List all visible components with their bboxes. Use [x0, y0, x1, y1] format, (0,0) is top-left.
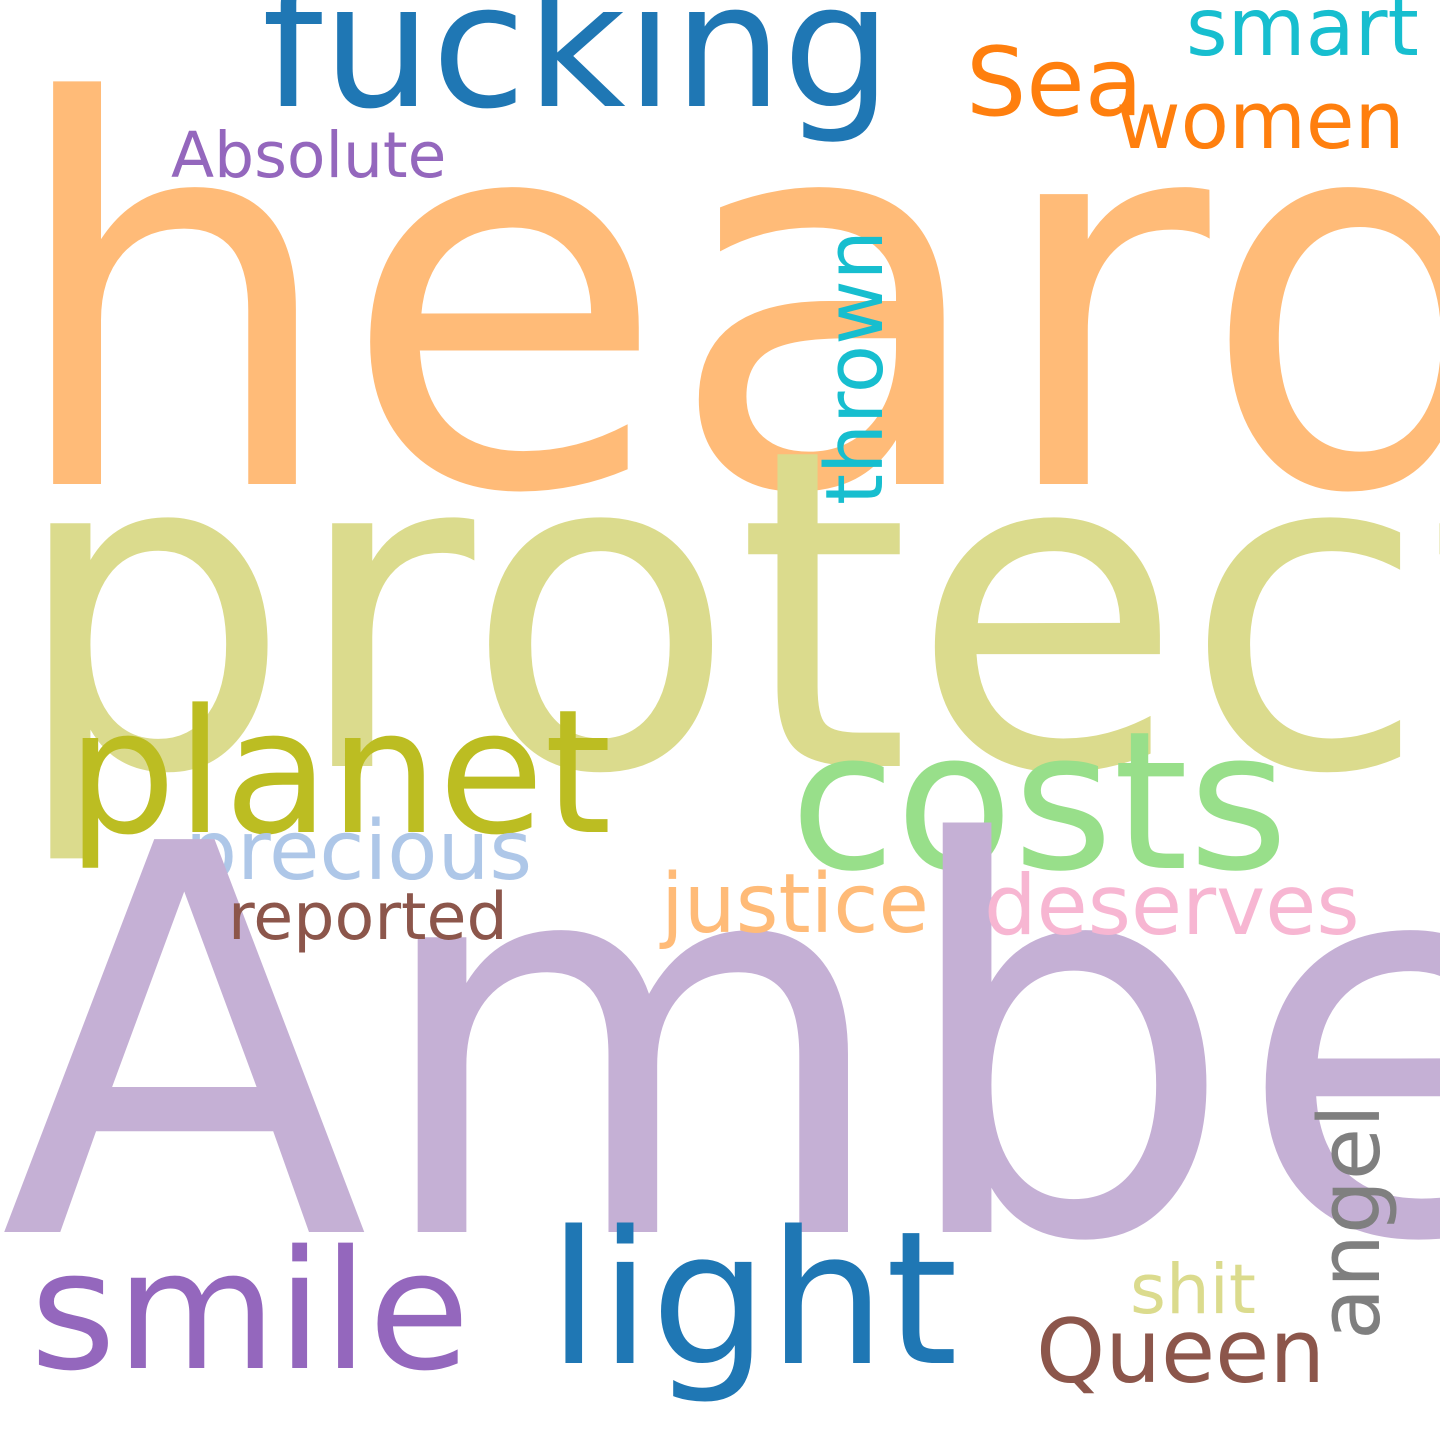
- word-queen: Queen: [1036, 1300, 1326, 1403]
- word-thrown: thrown: [809, 230, 901, 505]
- word-deserves: deserves: [984, 857, 1360, 954]
- word-reported: reported: [228, 880, 508, 955]
- word-protect: protect: [10, 354, 1440, 871]
- word-angel: angel: [1301, 1104, 1400, 1340]
- word-smart: smart: [1186, 0, 1419, 74]
- word-fucking: fucking: [262, 0, 892, 147]
- word-smile: smile: [30, 1215, 470, 1407]
- word-light: light: [548, 1191, 959, 1407]
- word-costs: costs: [790, 691, 1289, 914]
- word-women: women: [1116, 75, 1405, 167]
- word-justice: justice: [661, 857, 929, 952]
- word-shit: shit: [1130, 1250, 1256, 1330]
- word-absolute: Absolute: [171, 119, 447, 192]
- word-precious: precious: [185, 804, 533, 899]
- word-heard: heard: [5, 0, 1440, 609]
- word-amber: Amber: [0, 733, 1440, 1360]
- word-sea: Sea: [966, 28, 1143, 138]
- word-planet: planet: [67, 672, 612, 873]
